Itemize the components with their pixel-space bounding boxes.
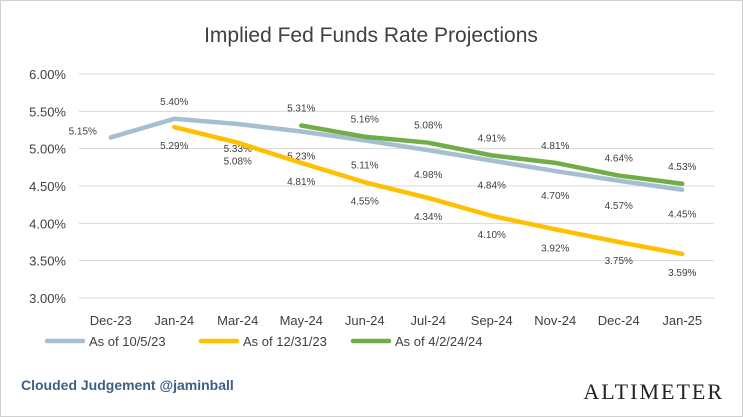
y-tick-label: 5.00%	[29, 142, 66, 157]
data-label: 5.31%	[287, 104, 315, 115]
x-tick-label: May-24	[280, 313, 323, 328]
y-tick-label: 3.50%	[29, 254, 66, 269]
data-label: 3.92%	[541, 243, 569, 254]
data-label: 5.08%	[414, 121, 442, 132]
data-label: 5.16%	[351, 115, 379, 126]
y-tick-label: 4.00%	[29, 216, 66, 231]
data-label: 4.10%	[478, 230, 506, 241]
data-label: 5.23%	[287, 151, 315, 162]
x-tick-label: Mar-24	[217, 313, 258, 328]
line-chart: Implied Fed Funds Rate Projections 3.00% 3…	[29, 24, 714, 349]
x-tick-label: Dec-24	[598, 313, 640, 328]
brand-logo-text: ALTIMETER	[583, 379, 724, 404]
y-tick-label: 3.00%	[29, 291, 66, 306]
data-label: 4.84%	[478, 181, 506, 192]
credit-text: Clouded Judgement @jaminball	[21, 377, 234, 393]
y-tick-label: 6.00%	[29, 67, 66, 82]
data-label: 4.45%	[668, 210, 696, 221]
data-label: 4.57%	[605, 201, 633, 212]
data-label: 4.81%	[287, 177, 315, 188]
data-label: 4.81%	[541, 141, 569, 152]
series-line-1	[108, 116, 685, 192]
x-tick-label: Dec-23	[90, 313, 132, 328]
x-tick-label: Jun-24	[345, 313, 385, 328]
data-label: 4.98%	[414, 170, 442, 181]
series-line-2	[172, 124, 685, 257]
x-tick-label: Jan-24	[154, 313, 194, 328]
data-label: 5.33%	[224, 144, 252, 155]
legend-entry: As of 12/31/23	[243, 334, 327, 349]
chart-title: Implied Fed Funds Rate Projections	[204, 24, 538, 47]
data-label: 5.08%	[224, 157, 252, 168]
x-tick-label: Nov-24	[534, 313, 576, 328]
legend-entry: As of 4/2/24/24	[395, 334, 482, 349]
data-label: 4.53%	[668, 162, 696, 173]
data-label: 4.64%	[605, 154, 633, 165]
legend-entry: As of 10/5/23	[89, 334, 166, 349]
data-label: 5.11%	[351, 160, 379, 171]
data-label: 4.91%	[478, 133, 506, 144]
data-label: 3.75%	[605, 256, 633, 267]
series-line-3	[299, 123, 685, 187]
data-label: 4.70%	[541, 191, 569, 202]
data-label: 5.40%	[160, 97, 188, 108]
data-label: 5.15%	[69, 126, 97, 137]
x-tick-label: Jul-24	[411, 313, 446, 328]
data-label: 3.59%	[668, 268, 696, 279]
y-tick-label: 5.50%	[29, 104, 66, 119]
y-tick-label: 4.50%	[29, 179, 66, 194]
x-tick-label: Sep-24	[471, 313, 513, 328]
x-tick-label: Jan-25	[662, 313, 702, 328]
data-label: 5.29%	[160, 141, 188, 152]
data-label: 4.55%	[351, 196, 379, 207]
data-label: 4.34%	[414, 212, 442, 223]
